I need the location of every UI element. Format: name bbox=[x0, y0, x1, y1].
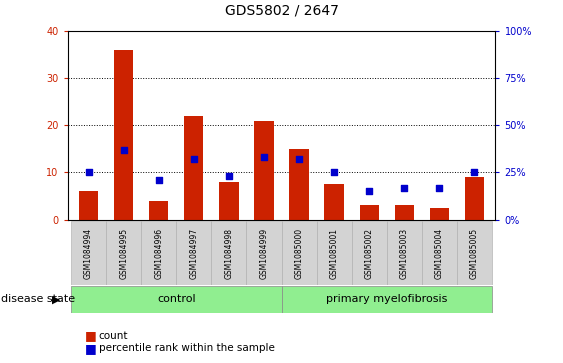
Bar bbox=[71, 286, 282, 313]
Text: ■: ■ bbox=[84, 342, 96, 355]
Bar bbox=[457, 221, 492, 285]
Text: GSM1084996: GSM1084996 bbox=[154, 228, 163, 279]
Text: GSM1084998: GSM1084998 bbox=[225, 228, 234, 279]
Text: GSM1085003: GSM1085003 bbox=[400, 228, 409, 279]
Bar bbox=[176, 221, 211, 285]
Bar bbox=[387, 221, 422, 285]
Point bbox=[119, 147, 128, 153]
Bar bbox=[324, 184, 344, 220]
Point bbox=[154, 177, 163, 183]
Text: control: control bbox=[157, 294, 195, 304]
Bar bbox=[464, 177, 484, 220]
Text: GSM1084994: GSM1084994 bbox=[84, 228, 93, 279]
Text: ■: ■ bbox=[84, 329, 96, 342]
Text: GSM1085002: GSM1085002 bbox=[365, 228, 374, 279]
Bar bbox=[79, 191, 99, 220]
Bar bbox=[247, 221, 282, 285]
Text: GSM1084995: GSM1084995 bbox=[119, 228, 128, 279]
Bar bbox=[360, 205, 379, 220]
Bar bbox=[211, 221, 247, 285]
Point bbox=[365, 188, 374, 194]
Point bbox=[435, 185, 444, 191]
Point bbox=[225, 173, 234, 179]
Bar bbox=[114, 50, 133, 220]
Text: count: count bbox=[99, 331, 128, 341]
Bar bbox=[149, 201, 168, 220]
Text: GSM1085005: GSM1085005 bbox=[470, 228, 479, 279]
Text: disease state: disease state bbox=[1, 294, 75, 304]
Text: GSM1085004: GSM1085004 bbox=[435, 228, 444, 279]
Bar bbox=[71, 221, 106, 285]
Bar bbox=[395, 205, 414, 220]
Text: GSM1085001: GSM1085001 bbox=[329, 228, 338, 279]
Point bbox=[294, 156, 303, 162]
Text: percentile rank within the sample: percentile rank within the sample bbox=[99, 343, 274, 354]
Text: primary myelofibrosis: primary myelofibrosis bbox=[326, 294, 448, 304]
Point bbox=[189, 156, 198, 162]
Bar bbox=[352, 221, 387, 285]
Text: GSM1084999: GSM1084999 bbox=[260, 228, 269, 279]
Bar bbox=[106, 221, 141, 285]
Text: GSM1085000: GSM1085000 bbox=[294, 228, 303, 279]
Point bbox=[470, 170, 479, 175]
Bar bbox=[316, 221, 352, 285]
Text: GDS5802 / 2647: GDS5802 / 2647 bbox=[225, 4, 338, 18]
Bar bbox=[289, 149, 309, 220]
Bar bbox=[282, 221, 316, 285]
Bar bbox=[422, 221, 457, 285]
Point bbox=[260, 154, 269, 160]
Bar bbox=[184, 116, 203, 220]
Text: GSM1084997: GSM1084997 bbox=[189, 228, 198, 279]
Text: ▶: ▶ bbox=[52, 294, 61, 304]
Bar bbox=[254, 121, 274, 220]
Point bbox=[329, 170, 338, 175]
Point bbox=[400, 185, 409, 191]
Bar bbox=[282, 286, 492, 313]
Bar bbox=[430, 208, 449, 220]
Point bbox=[84, 170, 93, 175]
Bar bbox=[141, 221, 176, 285]
Bar bbox=[219, 182, 239, 220]
